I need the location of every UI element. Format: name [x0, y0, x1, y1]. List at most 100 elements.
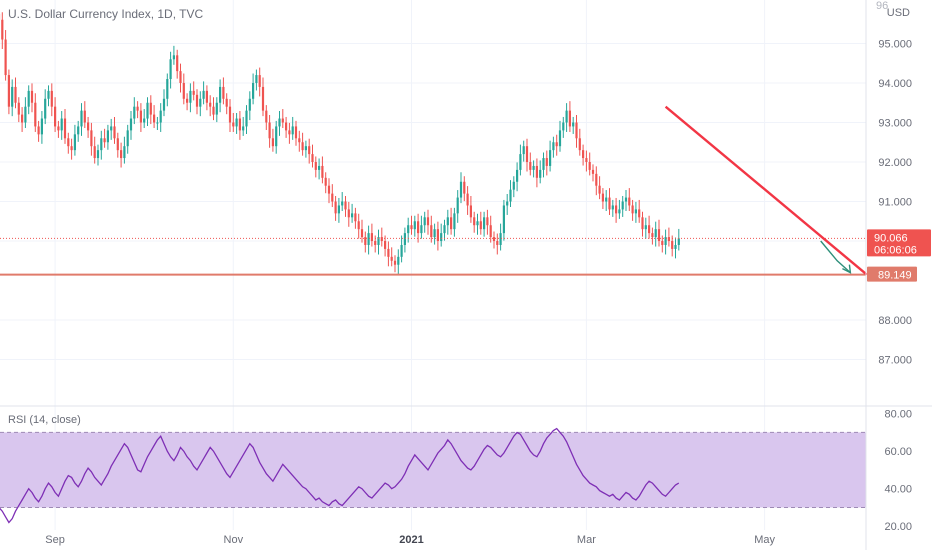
candle — [341, 192, 344, 211]
candle-body — [430, 225, 433, 238]
candle — [275, 120, 278, 154]
candle — [384, 235, 387, 257]
trend-line[interactable] — [664, 105, 868, 276]
candle — [476, 213, 479, 235]
y-tick-label: 93.000 — [878, 117, 912, 129]
rsi-axis[interactable]: 80.00 60.00 40.00 20.00 — [884, 409, 912, 534]
candle — [172, 45, 175, 65]
candle-body — [539, 169, 542, 178]
candle — [321, 156, 324, 184]
y-tick-label: 87.000 — [878, 355, 912, 367]
candle-body — [354, 213, 357, 222]
candle-body — [278, 118, 281, 127]
candle — [499, 223, 502, 251]
last-price-label: 90.066 — [874, 232, 908, 244]
candle-body — [423, 217, 426, 226]
candle — [532, 160, 535, 178]
y-tick-label: 92.000 — [878, 157, 912, 169]
candle — [671, 235, 674, 257]
candle-body — [489, 225, 492, 238]
candle — [166, 73, 169, 107]
candle-body — [555, 142, 558, 147]
candle-body — [77, 126, 80, 135]
candle — [654, 221, 657, 247]
candle — [483, 211, 486, 237]
candle — [57, 120, 60, 138]
candle — [615, 197, 618, 223]
candle — [27, 85, 30, 115]
candle — [245, 105, 248, 134]
candle-body — [453, 213, 456, 230]
candle-body — [57, 126, 60, 131]
candle — [113, 116, 116, 144]
candle — [634, 201, 637, 223]
candle — [136, 101, 139, 119]
candle — [446, 209, 449, 235]
candle-body — [648, 225, 651, 234]
candle — [433, 223, 436, 245]
candle-body — [225, 98, 228, 107]
candle-body — [238, 118, 241, 131]
candle-body — [486, 217, 489, 226]
candle — [189, 83, 192, 113]
rsi-tick-label: 60.00 — [884, 446, 912, 458]
candle — [7, 69, 10, 115]
candle-body — [351, 213, 354, 218]
candle — [215, 97, 218, 123]
candle-body — [129, 118, 133, 131]
candle-body — [215, 102, 218, 115]
candle-body — [506, 201, 509, 206]
candle-body — [390, 256, 393, 261]
candle — [430, 215, 433, 243]
candle — [390, 247, 393, 267]
candle-body — [466, 193, 469, 206]
candle-body — [176, 55, 179, 72]
candle — [298, 130, 301, 152]
time-axis[interactable]: SepNov2021MarMayJul — [45, 534, 932, 546]
candle-body — [67, 138, 70, 147]
candle-body — [525, 146, 529, 162]
candle-body — [661, 241, 664, 245]
candle-body — [631, 205, 634, 214]
candle-body — [578, 138, 581, 151]
candle — [677, 228, 680, 251]
candle — [103, 128, 106, 148]
candle-body — [473, 217, 476, 226]
candle-body — [298, 138, 301, 143]
candle — [539, 160, 542, 184]
candle-body — [314, 162, 317, 170]
candle-body — [311, 154, 314, 162]
candle-body — [169, 59, 172, 80]
projection-arrow[interactable] — [820, 240, 851, 274]
candle-body — [30, 90, 34, 103]
candle-body — [288, 130, 291, 135]
candle — [552, 136, 555, 158]
candle-body — [189, 90, 192, 103]
x-tick-label: May — [754, 534, 775, 546]
candle-body — [301, 142, 304, 151]
candle — [621, 195, 624, 217]
price-axis[interactable]: 95.00094.00093.00092.00091.00090.00088.0… — [878, 38, 912, 366]
candle — [466, 186, 469, 215]
candle-body — [166, 79, 169, 99]
candle — [423, 211, 426, 233]
candle — [463, 176, 466, 202]
candle — [209, 95, 212, 117]
candle — [54, 97, 57, 132]
candle — [235, 113, 238, 134]
candle — [34, 93, 37, 132]
candle — [238, 111, 241, 140]
candle — [638, 199, 641, 223]
candle — [578, 128, 581, 156]
candle — [96, 144, 100, 166]
candle — [555, 134, 558, 156]
rsi-band — [0, 432, 866, 508]
candle-body — [450, 217, 453, 230]
candle-body — [209, 102, 212, 107]
candle-body — [199, 98, 202, 107]
candle — [370, 223, 373, 247]
candle — [261, 77, 265, 117]
candle — [387, 241, 390, 267]
candle — [367, 225, 370, 255]
